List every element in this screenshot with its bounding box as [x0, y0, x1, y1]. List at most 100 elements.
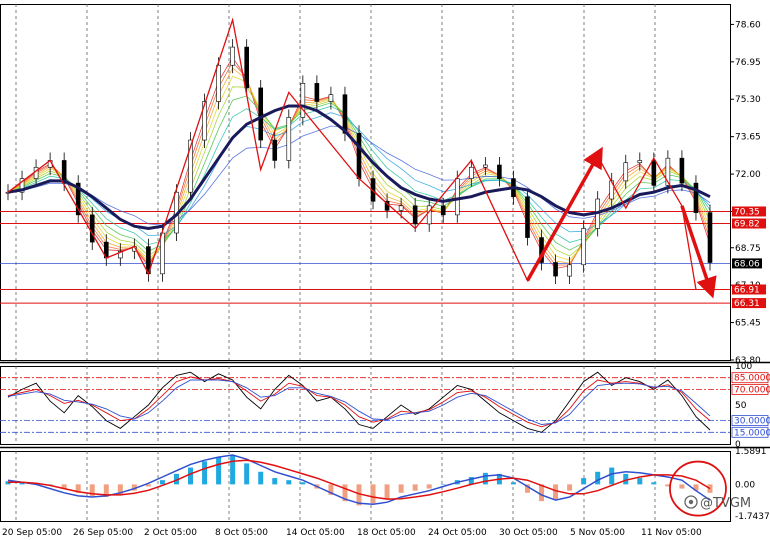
oscillator-level-tag — [731, 383, 769, 395]
x-tick-label: 5 Nov 05:00 — [570, 528, 625, 538]
y-tick-label: 73.65 — [735, 133, 761, 143]
oscillator-level-label: 85.0000 — [734, 374, 770, 384]
y-tick-label: 68.75 — [735, 244, 761, 254]
y-tick-label: 76.95 — [735, 58, 761, 68]
candle-body — [693, 182, 699, 213]
candle-body — [454, 178, 460, 216]
macd-histogram-bar — [103, 484, 109, 497]
x-tick-label: 8 Oct 05:00 — [215, 528, 268, 538]
stochastic-tick-label: 0 — [735, 440, 741, 450]
stochastic-line — [7, 379, 711, 425]
candle-body — [497, 164, 502, 179]
macd-histogram-bar — [637, 478, 643, 485]
macd-histogram-bar — [188, 467, 194, 485]
macd-histogram-bar — [595, 471, 601, 485]
level-tag — [732, 206, 766, 217]
macd-histogram-bar — [75, 484, 81, 493]
y-tick-label: 75.30 — [735, 95, 761, 105]
y-tick-label: 63.80 — [735, 356, 761, 366]
candle-body — [426, 205, 432, 225]
panel-frame — [0, 4, 731, 361]
candle-body — [216, 64, 221, 102]
macd-line — [7, 454, 711, 506]
y-tick-label: 65.45 — [735, 319, 761, 329]
candle-body — [272, 139, 278, 161]
candle-body — [33, 166, 39, 179]
level-tag-label: 66.91 — [734, 285, 760, 295]
macd-histogram-bar — [173, 473, 179, 485]
macd-panel[interactable] — [5, 454, 727, 517]
x-tick-label: 11 Nov 05:00 — [641, 528, 702, 538]
stochastic-panel[interactable] — [0, 371, 730, 433]
highlight-circle — [669, 460, 727, 517]
y-tick-label: 78.60 — [735, 20, 761, 30]
candle-body — [623, 162, 629, 182]
y-tick-label: 72.00 — [735, 170, 761, 180]
macd-histogram-bar — [524, 484, 530, 493]
macd-histogram-bar — [398, 484, 404, 493]
candle-body — [707, 212, 713, 263]
watermark-camera-lens — [688, 499, 694, 505]
candle-body — [89, 214, 95, 243]
macd-histogram-bar — [202, 461, 208, 485]
candle-body — [651, 160, 657, 186]
price-panel[interactable] — [0, 17, 730, 304]
candle-body — [75, 182, 81, 216]
macd-line — [8, 459, 711, 500]
x-tick-label: 14 Oct 05:00 — [286, 528, 345, 538]
macd-histogram-bar — [230, 454, 236, 485]
candle-body — [525, 196, 530, 238]
level-tag — [732, 218, 766, 229]
macd-histogram-bar — [440, 484, 446, 485]
macd-histogram-bar — [272, 478, 278, 485]
macd-histogram-bar — [679, 484, 685, 489]
candle-body — [342, 94, 348, 134]
macd-histogram-bar — [61, 484, 67, 489]
macd-histogram-bar — [145, 484, 151, 487]
macd-tick-label: 1.5891 — [735, 447, 767, 457]
candle-body — [118, 250, 123, 259]
panel-frame — [0, 451, 731, 522]
oscillator-level-tag — [731, 426, 769, 438]
macd-histogram-bar — [286, 480, 292, 485]
macd-histogram-bar — [623, 473, 629, 485]
trend-arrow — [680, 205, 717, 299]
macd-histogram-bar — [131, 484, 137, 491]
candle-body — [679, 157, 685, 184]
candle-body — [19, 178, 25, 193]
macd-histogram-bar — [510, 482, 516, 485]
candle-body — [665, 157, 671, 186]
level-tag-label: 70.35 — [734, 207, 760, 217]
stochastic-line — [7, 371, 711, 433]
macd-tick-label: 0.00 — [735, 480, 755, 490]
current-price-tag — [732, 258, 762, 269]
panel-frame — [0, 366, 731, 445]
oscillator-level-label: 30.0000 — [734, 417, 770, 427]
macd-histogram-bar — [356, 484, 362, 506]
macd-histogram-bar — [47, 484, 53, 485]
stochastic-tick-label: 50 — [735, 401, 747, 411]
trend-arrow — [525, 146, 603, 282]
x-tick-label: 26 Sep 05:00 — [73, 528, 133, 538]
x-tick-label: 30 Oct 05:00 — [499, 528, 558, 538]
candle-body — [581, 228, 586, 266]
level-tag — [732, 298, 766, 309]
candle-body — [469, 166, 474, 179]
macd-histogram-bar — [581, 478, 587, 485]
candle-body — [328, 94, 334, 102]
candle-body — [202, 101, 207, 141]
x-tick-label: 24 Oct 05:00 — [428, 528, 487, 538]
x-tick-label: 18 Oct 05:00 — [357, 528, 416, 538]
level-tag — [732, 284, 766, 295]
x-tick-label: 20 Sep 05:00 — [2, 528, 62, 538]
candle-body — [356, 132, 362, 179]
watermark: @TVGM — [684, 495, 751, 511]
candle-body — [314, 83, 320, 102]
candle-body — [553, 262, 558, 277]
macd-histogram-bar — [609, 467, 615, 485]
zigzag-line — [7, 17, 697, 290]
macd-histogram-bar — [216, 457, 222, 485]
macd-histogram-bar — [468, 477, 474, 485]
grid-layer — [0, 4, 770, 522]
